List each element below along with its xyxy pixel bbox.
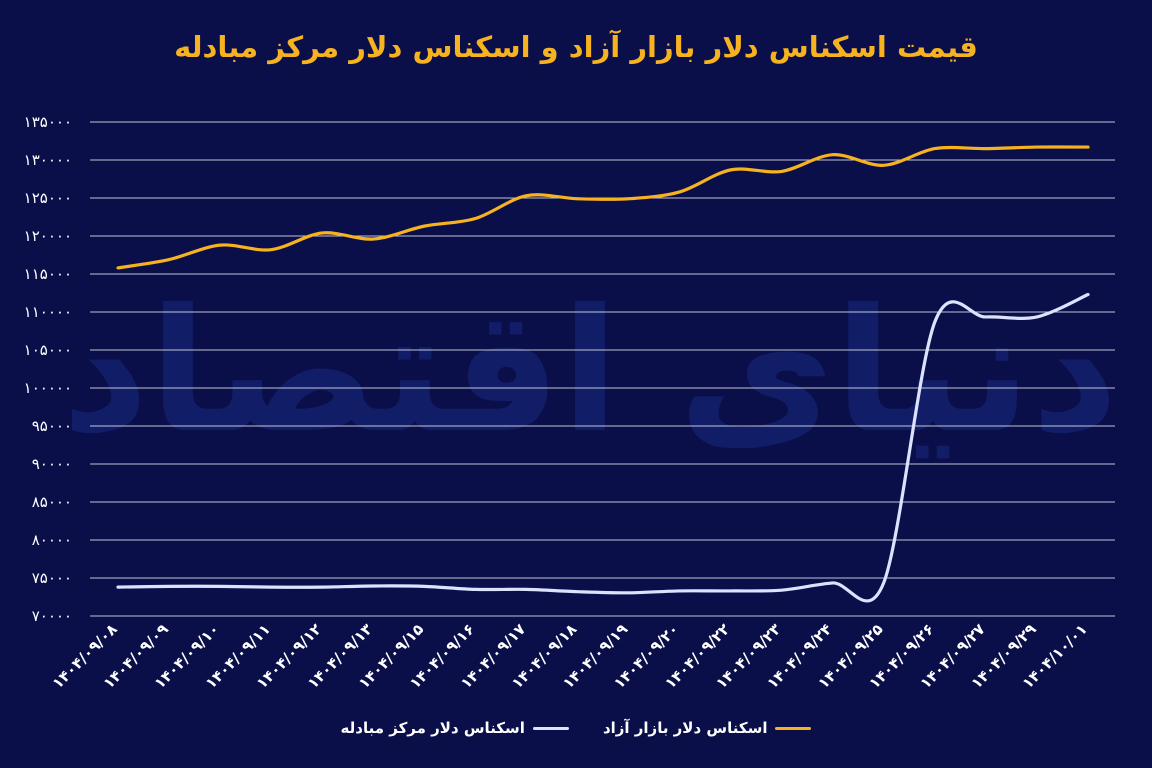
y-tick-label: ۸۰۰۰۰ bbox=[32, 531, 72, 549]
legend-item-exchange-center: اسکناس دلار مرکز مبادله bbox=[341, 719, 569, 737]
grid-lines bbox=[90, 121, 1115, 617]
y-axis-ticks: ۱۳۵۰۰۰ ۱۳۰۰۰۰ ۱۲۵۰۰۰ ۱۲۰۰۰۰ ۱۱۵۰۰۰ ۱۱۰۰۰۰ ۱۰۵۰… bbox=[24, 113, 72, 625]
y-tick-label: ۹۰۰۰۰ bbox=[32, 455, 72, 473]
legend-swatch-free-market bbox=[775, 726, 812, 730]
chart-title: قیمت اسکناس دلار بازار آزاد و اسکناس دلا… bbox=[174, 30, 978, 64]
y-tick-label: ۷۰۰۰۰ bbox=[32, 607, 72, 625]
legend-label-free-market: اسکناس دلار بازار آزاد bbox=[602, 719, 768, 737]
y-tick-label: ۱۳۰۰۰۰ bbox=[24, 151, 72, 169]
series-line-free-market bbox=[116, 145, 1090, 270]
y-tick-label: ۹۵۰۰۰ bbox=[32, 417, 72, 435]
y-tick-label: ۱۲۰۰۰۰ bbox=[24, 227, 72, 245]
legend: اسکناس دلار بازار آزاد اسکناس دلار مرکز … bbox=[0, 719, 1152, 737]
legend-swatch-exchange-center bbox=[532, 726, 569, 730]
series-line-exchange-center bbox=[116, 292, 1090, 603]
y-tick-label: ۱۱۵۰۰۰ bbox=[24, 265, 72, 283]
y-tick-label: ۷۵۰۰۰ bbox=[32, 569, 72, 587]
y-tick-label: ۱۲۵۰۰۰ bbox=[24, 189, 72, 207]
y-tick-label: ۱۰۵۰۰۰ bbox=[24, 341, 72, 359]
y-tick-label: ۱۰۰۰۰۰ bbox=[24, 379, 72, 397]
series-lines bbox=[116, 145, 1090, 603]
y-tick-label: ۱۱۰۰۰۰ bbox=[24, 303, 72, 321]
y-tick-label: ۸۵۰۰۰ bbox=[32, 493, 72, 511]
x-axis-ticks: ۱۴۰۴/۰۹/۰۸۱۴۰۴/۰۹/۰۹۱۴۰۴/۰۹/۱۰۱۴۰۴/۰۹/۱۱… bbox=[49, 620, 1091, 692]
legend-item-free-market: اسکناس دلار بازار آزاد bbox=[603, 719, 812, 737]
legend-label-exchange-center: اسکناس دلار مرکز مبادله bbox=[340, 719, 525, 737]
y-tick-label: ۱۳۵۰۰۰ bbox=[24, 113, 72, 131]
